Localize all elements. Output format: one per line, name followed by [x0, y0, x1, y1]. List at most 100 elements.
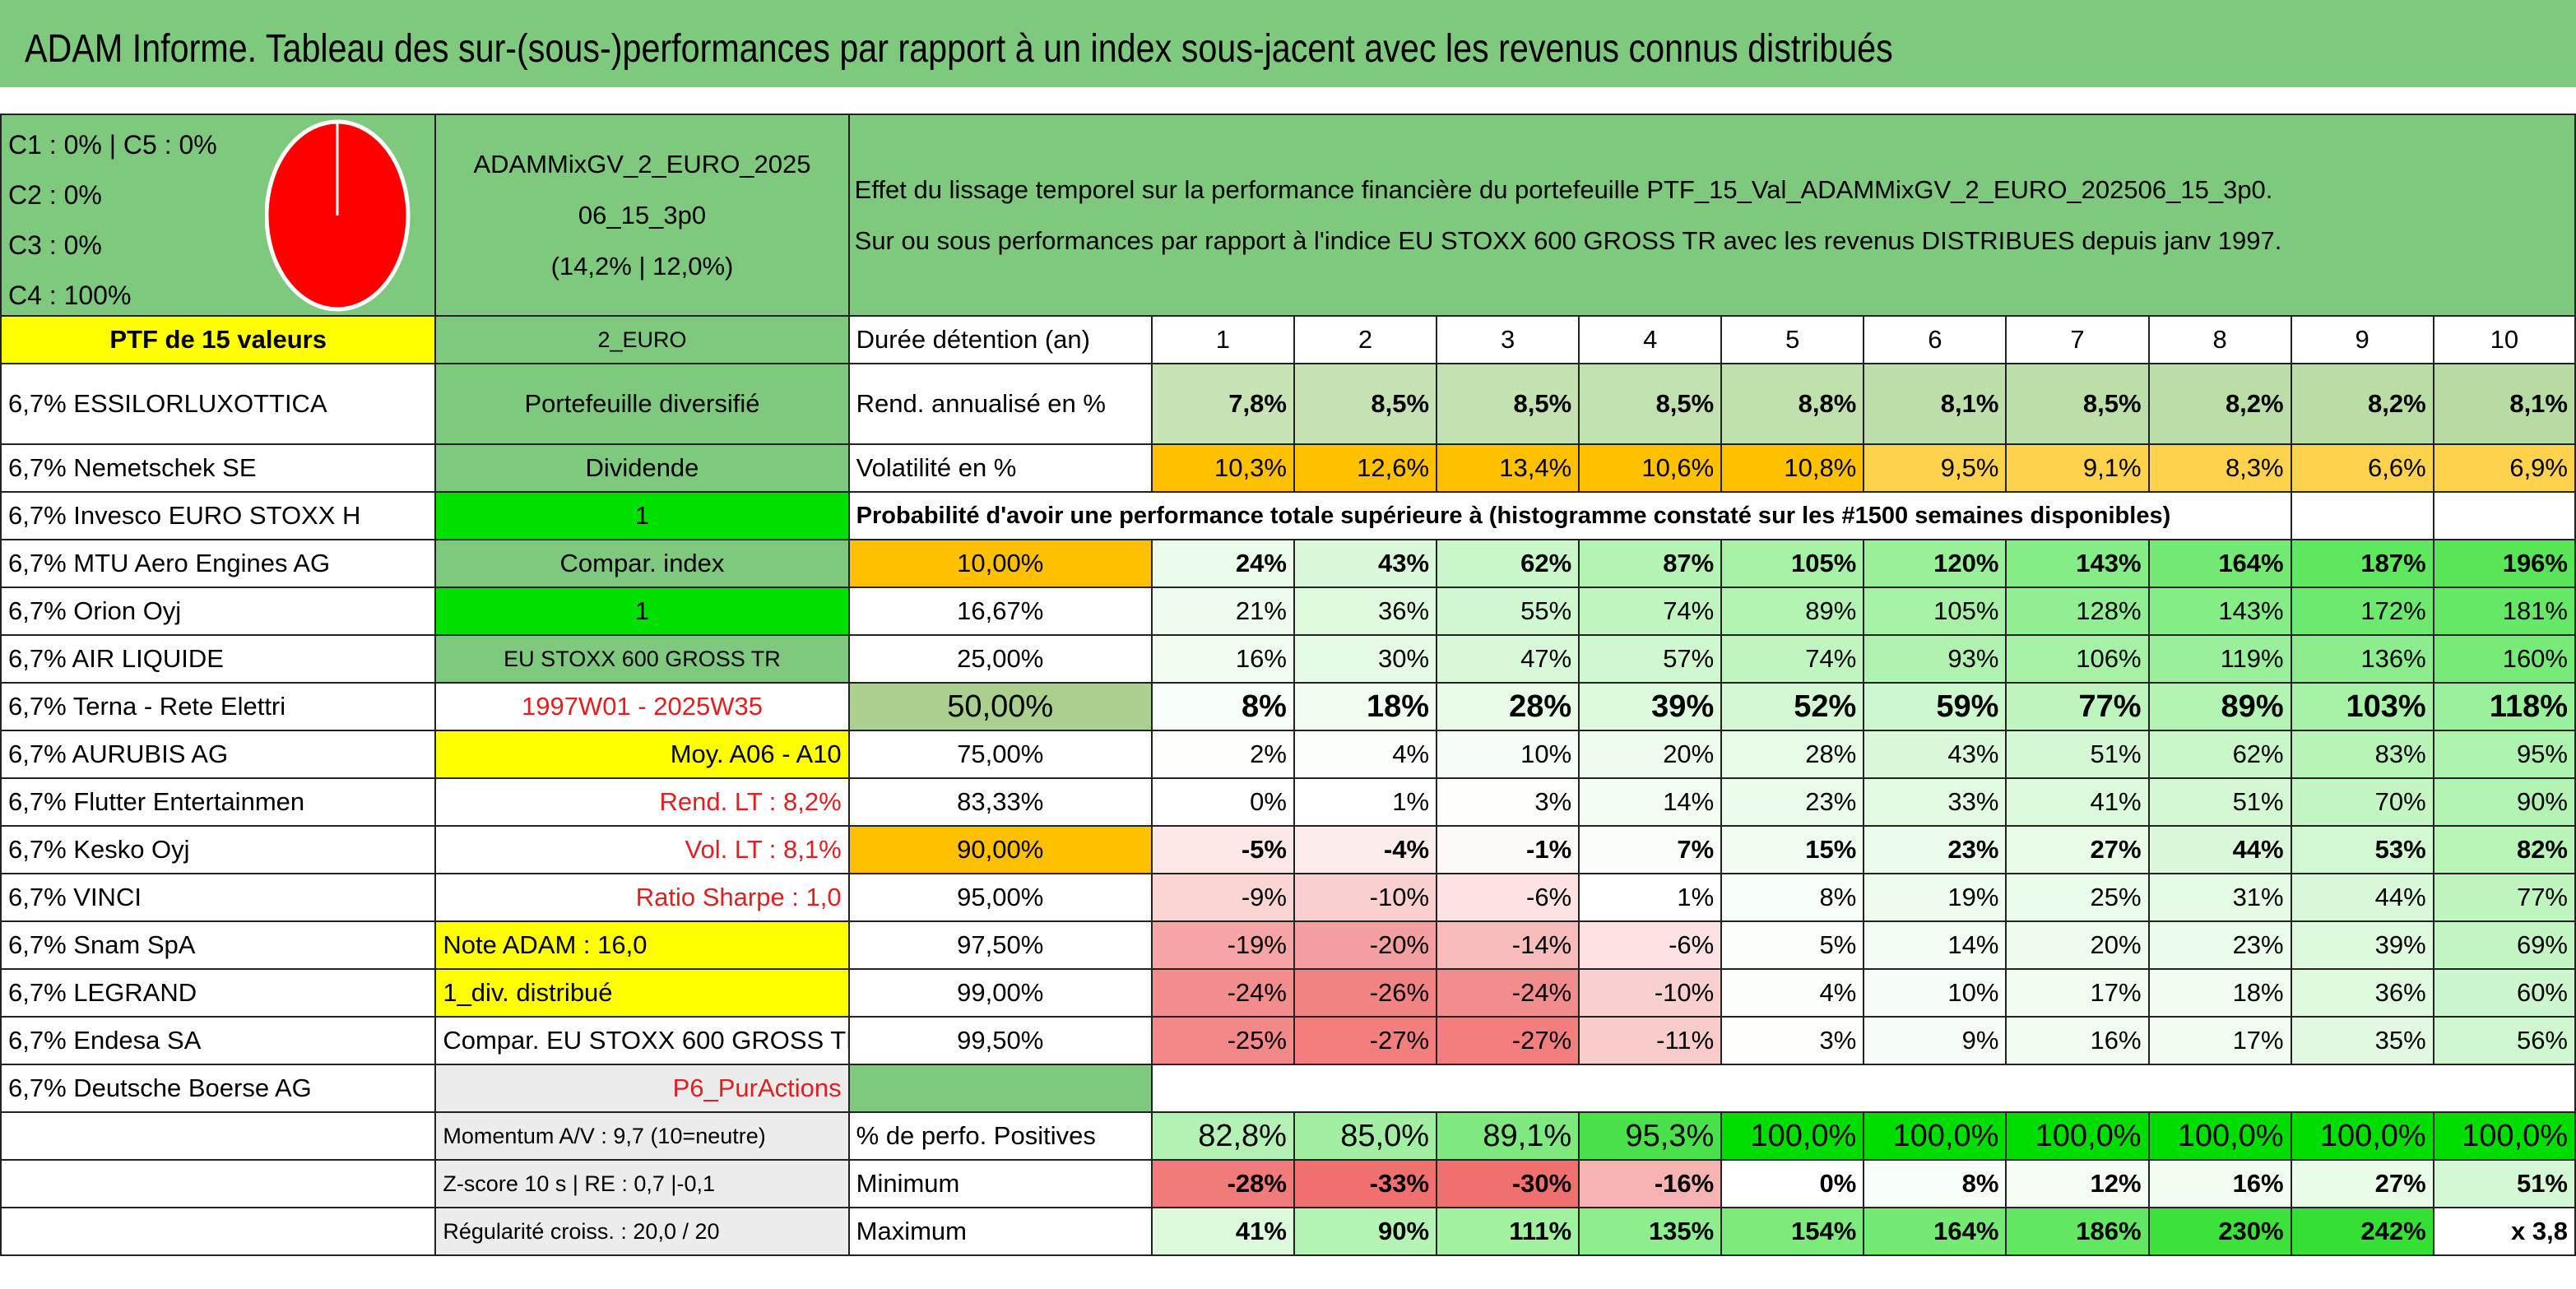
year-header: 2 [1293, 315, 1438, 364]
value-cell: -10% [1578, 968, 1723, 1018]
fund-name-line: 06_15_3p0 [578, 200, 707, 230]
value-cell: 9,5% [1863, 443, 2007, 493]
vol-lt: Vol. LT : 8,1% [434, 825, 850, 874]
vol-label: Volatilité en % [847, 443, 1153, 493]
compar-label: Compar. index [434, 539, 850, 588]
holding-item: 6,7% Nemetschek SE [0, 443, 437, 493]
value-cell: -20% [1293, 920, 1438, 970]
value-cell: 74% [1720, 634, 1865, 684]
value-cell: 41% [2005, 777, 2150, 827]
pie-legend-item: C4 : 100% [8, 281, 132, 310]
value-cell: 53% [2290, 825, 2434, 874]
value-cell: 143% [2005, 539, 2150, 588]
value-cell: -27% [1293, 1016, 1438, 1065]
compar-eu: Compar. EU STOXX 600 GROSS TR [434, 1016, 850, 1065]
value-cell: 1% [1293, 777, 1438, 827]
value-cell: 55% [1436, 587, 1580, 636]
value-cell: 7,8% [1150, 363, 1295, 445]
dividend-label: Dividende [434, 443, 850, 493]
probability-level: 90,00% [847, 825, 1153, 874]
value-cell: 15% [1720, 825, 1865, 874]
value-cell: 0% [1150, 777, 1295, 827]
rend-label: Rend. annualisé en % [847, 363, 1153, 445]
value-cell: 164% [2147, 539, 2292, 588]
pie-legend-item: C3 : 0% [8, 230, 102, 260]
value-cell: 35% [2290, 1016, 2434, 1065]
value-cell: -19% [1150, 920, 1295, 970]
year-header: 4 [1578, 315, 1723, 364]
zscore: Z-score 10 s | RE : 0,7 |-0,1 [434, 1159, 850, 1208]
value-cell: 120% [1863, 539, 2007, 588]
value-cell: 8,2% [2290, 363, 2434, 445]
fund-name-line: ADAMMixGV_2_EURO_2025 [473, 149, 811, 179]
page-title: ADAM Informe. Tableau des sur-(sous-)per… [25, 27, 1893, 71]
pie-legend-item: C1 : 0% | C5 : 0% [8, 130, 217, 160]
value-cell: 16% [1150, 634, 1295, 684]
value-cell: 51% [2147, 777, 2292, 827]
value-cell: 57% [1578, 634, 1723, 684]
momentum: Momentum A/V : 9,7 (10=neutre) [434, 1111, 850, 1161]
value-cell: 27% [2290, 1159, 2434, 1208]
sharpe: Ratio Sharpe : 1,0 [434, 873, 850, 922]
value-cell: -16% [1578, 1159, 1723, 1208]
value-cell: 60% [2432, 968, 2576, 1018]
value-cell: 30% [1293, 634, 1438, 684]
probability-level: 99,50% [847, 1016, 1153, 1065]
value-cell: 90% [2432, 777, 2576, 827]
value-cell: 31% [2147, 873, 2292, 922]
holding-item: 6,7% VINCI [0, 873, 437, 922]
value-cell: 36% [1293, 587, 1438, 636]
value-cell: 0% [1720, 1159, 1865, 1208]
value-cell: -11% [1578, 1016, 1723, 1065]
value-cell: x 3,8 [2432, 1207, 2576, 1256]
value-cell: 93% [1863, 634, 2007, 684]
value-cell: 70% [2290, 777, 2434, 827]
year-header: 3 [1436, 315, 1580, 364]
probability-level: 10,00% [847, 539, 1153, 588]
value-cell: 100,0% [2432, 1111, 2576, 1161]
portfolio-header: PTF de 15 valeurs [0, 315, 437, 364]
rend-lt: Rend. LT : 8,2% [434, 777, 850, 827]
probability-level: 95,00% [847, 873, 1153, 922]
value-cell: 27% [2005, 825, 2150, 874]
value-cell: -4% [1293, 825, 1438, 874]
value-cell: 8,1% [1863, 363, 2007, 445]
value-cell: 10% [1436, 730, 1580, 779]
value-cell: 187% [2290, 539, 2434, 588]
pie-legend-item: C2 : 0% [8, 180, 102, 210]
value-cell: 8,1% [2432, 363, 2576, 445]
value-cell: 143% [2147, 587, 2292, 636]
value-cell: 8,5% [1293, 363, 1438, 445]
year-header: 8 [2147, 315, 2292, 364]
dividend-value: 1 [434, 491, 850, 540]
value-cell: 62% [2147, 730, 2292, 779]
value-cell: 3% [1436, 777, 1580, 827]
value-cell: 20% [1578, 730, 1723, 779]
value-cell: -9% [1150, 873, 1295, 922]
value-cell: 74% [1578, 587, 1723, 636]
probability-level: 97,50% [847, 920, 1153, 970]
description-cell: Effet du lissage temporel sur la perform… [847, 114, 2576, 317]
period: 1997W01 - 2025W35 [434, 682, 850, 731]
value-cell: 44% [2290, 873, 2434, 922]
value-cell: 14% [1863, 920, 2007, 970]
holding-item: 6,7% Snam SpA [0, 920, 437, 970]
value-cell: 43% [1293, 539, 1438, 588]
value-cell: 8,2% [2147, 363, 2292, 445]
performance-table: C1 : 0% | C5 : 0% C2 : 0% C3 : 0% C4 : 1… [0, 114, 2576, 1256]
value-cell: 136% [2290, 634, 2434, 684]
value-cell: 47% [1436, 634, 1580, 684]
value-cell: 77% [2005, 682, 2150, 731]
year-header: 5 [1720, 315, 1865, 364]
holding-item: 6,7% Deutsche Boerse AG [0, 1064, 437, 1113]
value-cell: 242% [2290, 1207, 2434, 1256]
value-cell: 82,8% [1150, 1111, 1295, 1161]
empty-cell [0, 1111, 437, 1161]
value-cell: 100,0% [1720, 1111, 1865, 1161]
value-cell: 105% [1863, 587, 2007, 636]
pie-legend: C1 : 0% | C5 : 0% C2 : 0% C3 : 0% C4 : 1… [8, 120, 217, 314]
value-cell: 106% [2005, 634, 2150, 684]
value-cell: -26% [1293, 968, 1438, 1018]
year-header: 7 [2005, 315, 2150, 364]
value-cell: 23% [1863, 825, 2007, 874]
